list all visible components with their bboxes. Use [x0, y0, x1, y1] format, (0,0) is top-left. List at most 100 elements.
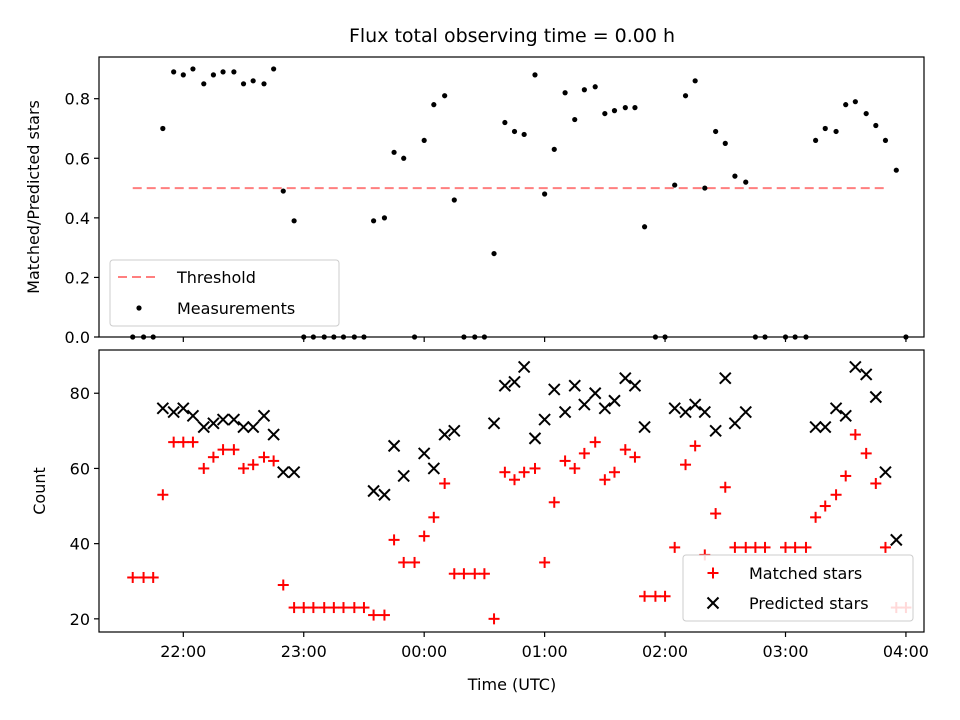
- measurement-point: [581, 87, 587, 93]
- predicted-star-point: [558, 405, 572, 419]
- matched-star-point: [529, 462, 541, 474]
- predicted-star-point: [608, 394, 621, 407]
- matched-star-point: [789, 541, 801, 553]
- ratio-y-tick-label: 0.6: [65, 149, 90, 168]
- predicted-star-point: [207, 417, 220, 430]
- measurement-point: [592, 84, 598, 90]
- ratio-y-tick-label: 0.8: [65, 90, 90, 109]
- measurement-point: [171, 69, 177, 75]
- measurement-point: [732, 173, 738, 179]
- matched-star-point: [127, 571, 139, 583]
- predicted-star-point: [728, 417, 742, 430]
- measurement-point: [882, 137, 889, 144]
- predicted-star-point: [277, 465, 290, 479]
- measurement-point: [431, 102, 437, 108]
- predicted-star-point: [508, 375, 521, 389]
- ratio-y-ticks: 0.0 0.2 0.4 0.6 0.8: [65, 90, 99, 347]
- matched-star-point: [258, 451, 270, 463]
- ratio-legend: Threshold Measurements: [109, 259, 340, 327]
- matched-star-point: [499, 466, 511, 478]
- predicted-star-point: [809, 420, 822, 434]
- matched-star-point: [849, 429, 861, 441]
- matched-star-point: [187, 436, 199, 448]
- predicted-star-point: [487, 417, 501, 430]
- matched-star-point: [217, 444, 229, 456]
- predicted-star-point: [448, 424, 461, 438]
- predicted-star-point: [156, 402, 170, 415]
- measurement-point: [713, 128, 719, 135]
- measurement-point: [833, 128, 839, 135]
- predicted-star-point: [367, 484, 380, 498]
- matched-star-point: [268, 455, 280, 467]
- measurement-point: [442, 93, 448, 99]
- measurement-point: [632, 105, 638, 111]
- matched-star-point: [830, 489, 842, 501]
- matched-star-point: [680, 459, 692, 471]
- measurement-point: [291, 218, 297, 224]
- predicted-star-point: [619, 371, 632, 385]
- count-panel: 20 40 60 80 22:00 23:00 00:00 01:00 02:00 03:00 0…: [30, 349, 929, 694]
- predicted-star-point: [246, 420, 260, 434]
- matched-star-point: [589, 436, 601, 448]
- count-y-axis-label: Count: [30, 467, 49, 515]
- predicted-star-point: [588, 387, 602, 400]
- matched-star-point: [518, 466, 530, 478]
- predicted-star-point: [859, 368, 873, 381]
- matched-star-point: [448, 568, 460, 580]
- matched-star-point: [277, 579, 289, 591]
- predicted-star-point: [698, 405, 712, 419]
- matched-star-point: [740, 541, 752, 553]
- matched-star-point: [478, 568, 490, 580]
- count-y-ticks: 20 40 60 80: [70, 384, 99, 629]
- predicted-star-point: [257, 409, 271, 423]
- predicted-star-point: [177, 402, 190, 415]
- matched-star-point: [298, 602, 310, 614]
- count-x-tick-label: 03:00: [762, 642, 808, 661]
- matched-star-point: [719, 481, 731, 493]
- measurement-point: [722, 140, 728, 146]
- matched-star-point: [439, 477, 451, 489]
- matched-star-point: [228, 444, 240, 456]
- matched-star-point: [509, 474, 521, 486]
- predicted-star-point: [538, 413, 551, 426]
- matched-star-point: [358, 602, 370, 614]
- ratio-y-tick-label: 0.2: [65, 268, 90, 287]
- measurement-point: [743, 179, 749, 185]
- legend-matched-swatch: [707, 567, 719, 579]
- ratio-plot-frame: [98, 56, 925, 338]
- ratio-panel: 0.00.20.40.60.8 Matched/Predicted stars …: [24, 56, 925, 347]
- predicted-star-point: [517, 360, 531, 374]
- legend-matched-marker: [707, 567, 719, 579]
- predicted-star-point: [387, 439, 401, 453]
- predicted-star-point: [417, 447, 431, 460]
- x-axis-label: Time (UTC): [467, 675, 556, 694]
- measurement-point: [602, 110, 608, 117]
- measurement-point: [813, 137, 819, 144]
- matched-star-point: [428, 511, 440, 523]
- predicted-star-point: [186, 409, 200, 423]
- count-plot-frame: [98, 349, 925, 633]
- predicted-star-point: [668, 402, 681, 415]
- measurement-point: [852, 99, 858, 105]
- matched-star-point: [337, 602, 349, 614]
- count-x-tick-label: 23:00: [281, 642, 327, 661]
- matched-star-point: [378, 609, 390, 621]
- predicted-star-point: [227, 413, 241, 426]
- matched-star-point: [458, 568, 470, 580]
- chart-title: Flux total observing time = 0.00 h: [349, 25, 675, 47]
- matched-star-point: [779, 541, 791, 553]
- ratio-y-axis-label: Matched/Predicted stars: [24, 100, 43, 294]
- matched-star-point: [157, 489, 169, 501]
- matched-star-point: [599, 474, 611, 486]
- predicted-star-point: [378, 488, 391, 501]
- count-x-tick-label: 00:00: [401, 642, 447, 661]
- predicted-star-point: [568, 379, 581, 392]
- matched-star-point: [288, 602, 300, 614]
- count-x-ticks: 22:00 23:00 00:00 01:00 02:00 03:00 04:00: [160, 632, 929, 661]
- predicted-star-point: [427, 462, 441, 475]
- measurement-point: [240, 81, 247, 87]
- predicted-star-point: [869, 390, 883, 404]
- measurement-point: [843, 102, 849, 108]
- predicted-star-point: [849, 360, 862, 374]
- measurement-point: [491, 250, 497, 257]
